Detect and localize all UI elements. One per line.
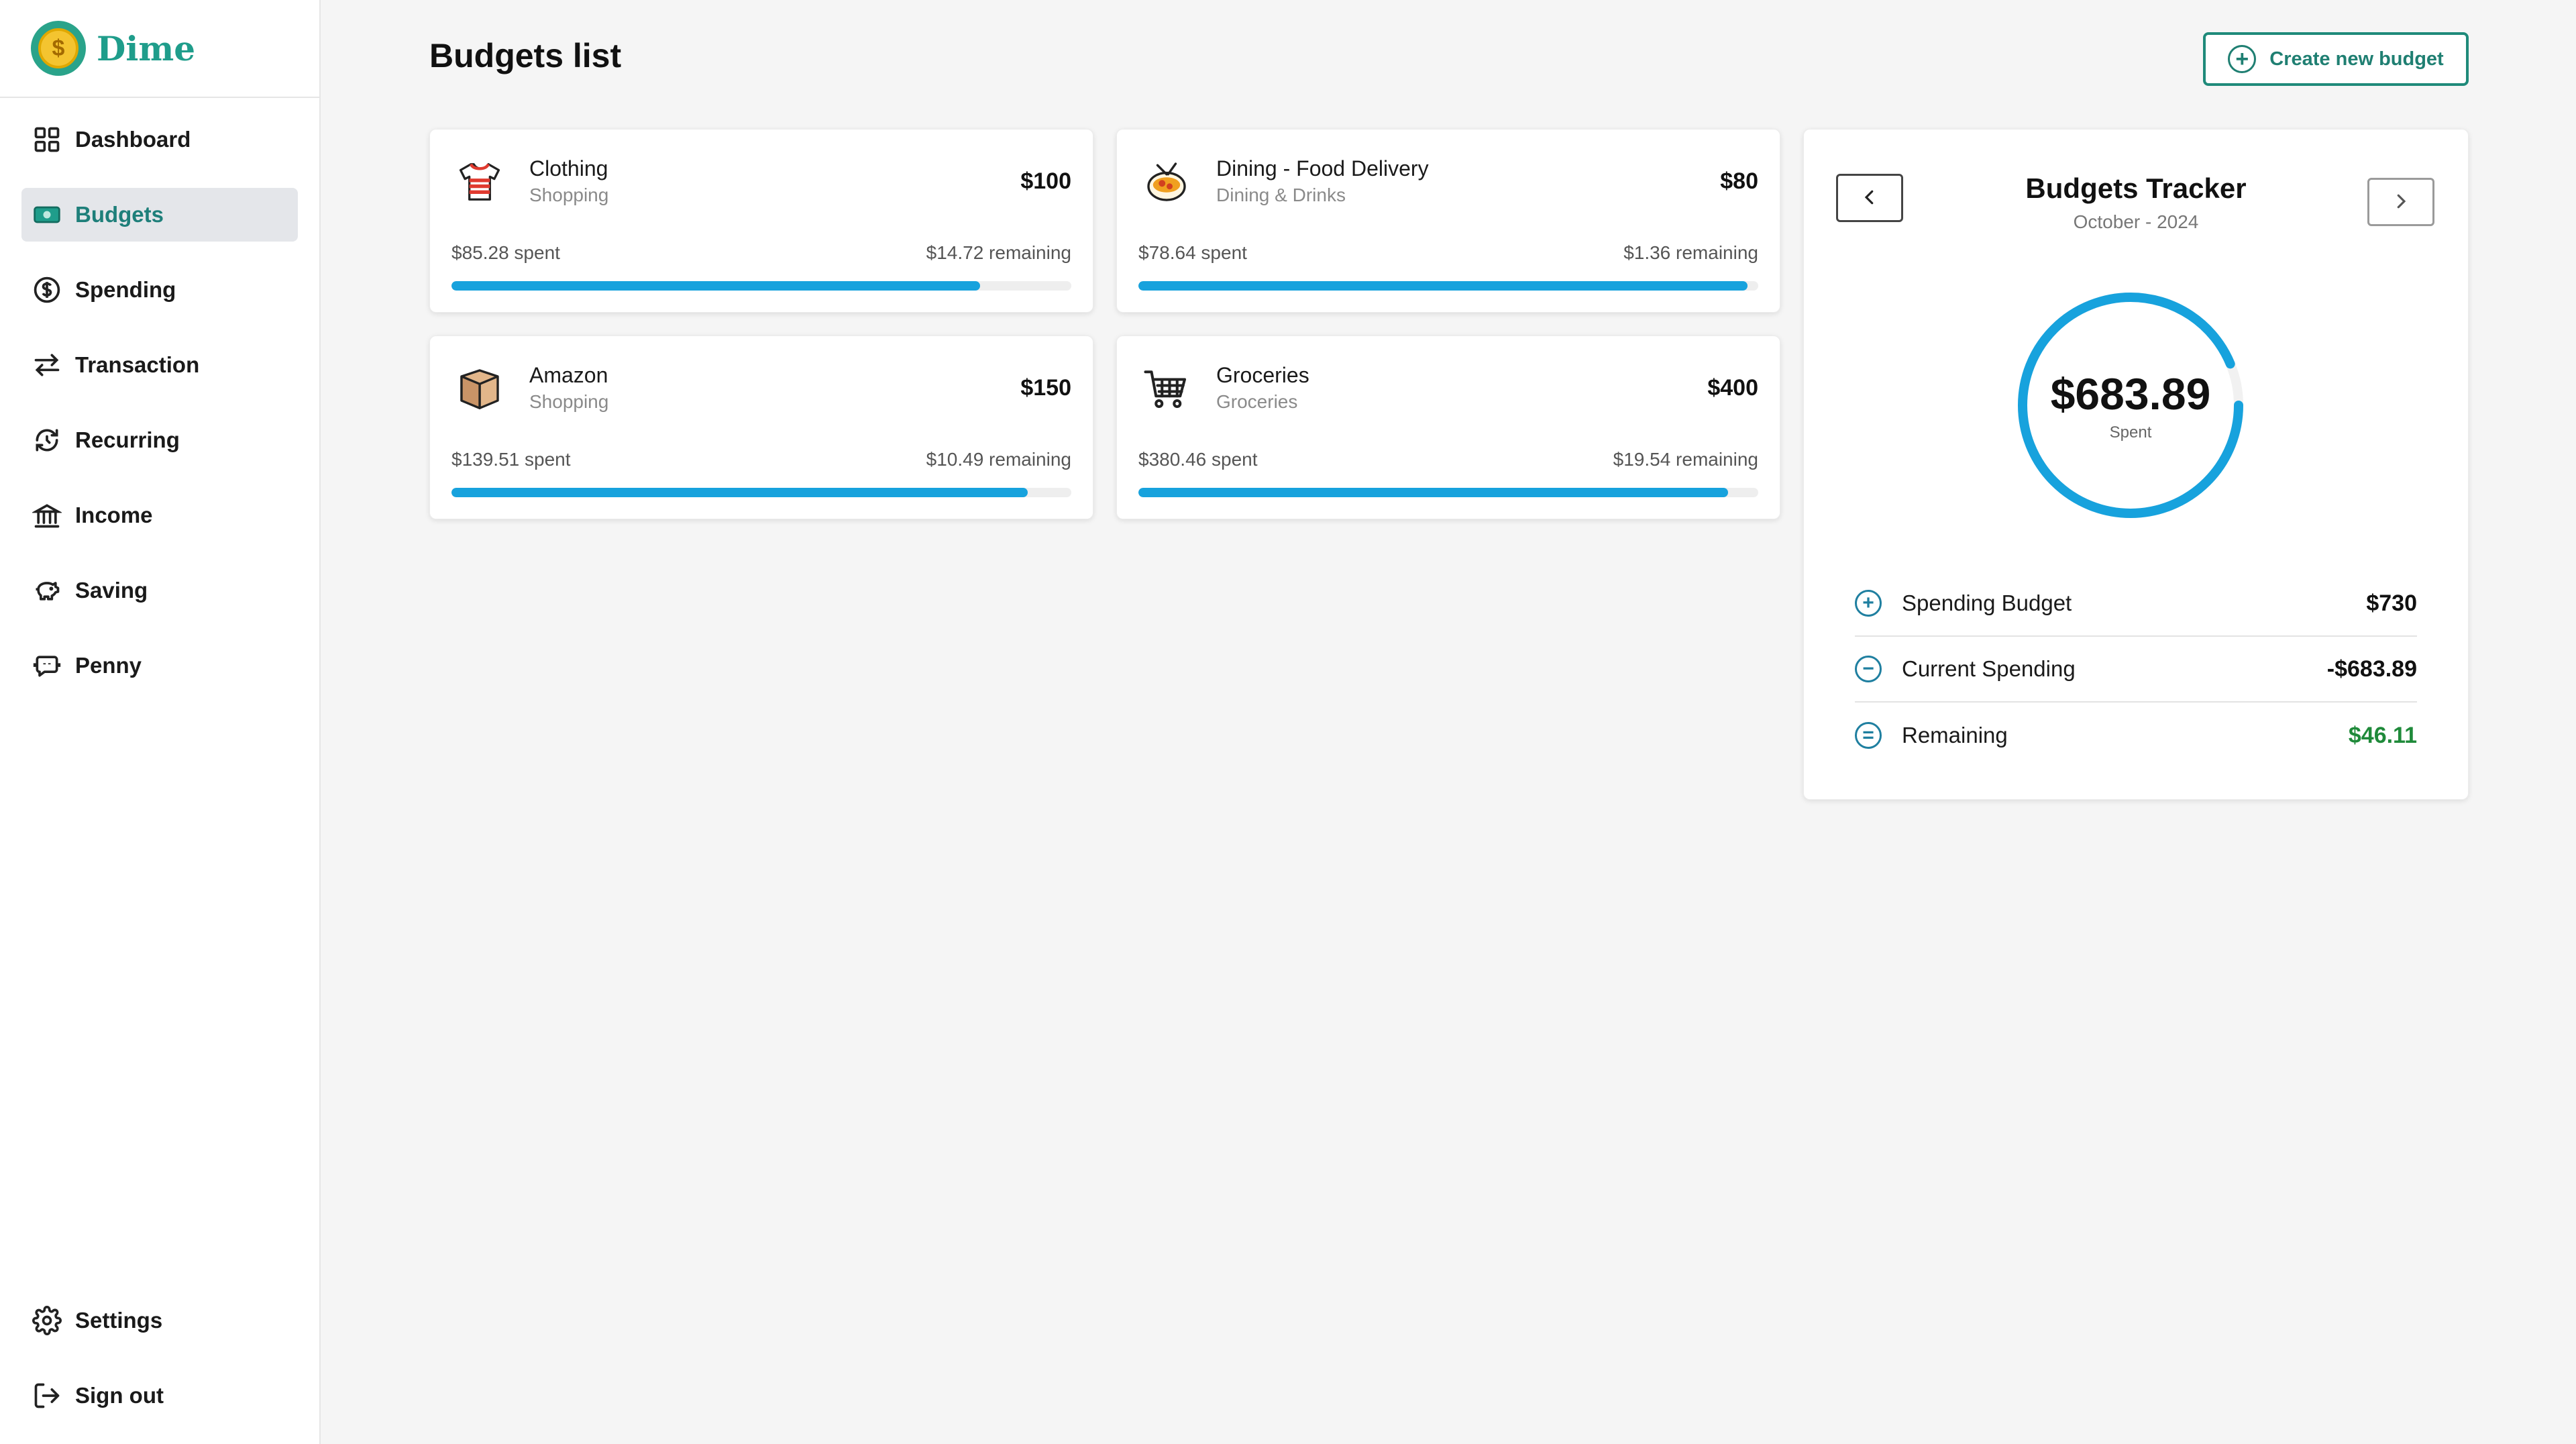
budget-name: Dining - Food Delivery [1216, 156, 1429, 180]
sign-out-icon [32, 1381, 62, 1410]
summary-label: Remaining [1902, 723, 2008, 747]
sidebar-item-transaction[interactable]: Transaction [21, 338, 298, 392]
chevron-right-icon [2391, 191, 2411, 213]
sidebar-item-label: Dashboard [75, 127, 191, 152]
budget-progress-fill [451, 281, 980, 291]
grid-icon [32, 125, 62, 154]
sidebar-item-label: Transaction [75, 352, 200, 377]
budget-remaining: $1.36 remaining [1623, 242, 1758, 263]
create-budget-label: Create new budget [2269, 48, 2444, 70]
budgets-tracker: Budgets Tracker October - 2024 $683.89 S… [1803, 129, 2469, 800]
sidebar: $ Dime Dashboard Budgets Spending Trans [0, 0, 321, 1444]
sidebar-item-label: Sign out [75, 1383, 164, 1408]
dollar-circle-icon [32, 275, 62, 305]
sidebar-item-dashboard[interactable]: Dashboard [21, 113, 298, 166]
coin-icon: $ [31, 21, 86, 76]
sidebar-item-label: Settings [75, 1308, 163, 1333]
budget-name: Groceries [1216, 363, 1309, 387]
sidebar-item-budgets[interactable]: Budgets [21, 188, 298, 242]
summary-value: -$683.89 [2326, 656, 2417, 682]
budget-amount: $100 [1020, 168, 1071, 194]
page-title: Budgets list [429, 37, 622, 74]
budget-category: Shopping [529, 185, 609, 205]
spent-donut-chart [2018, 293, 2243, 518]
tracker-period: October - 2024 [2073, 211, 2199, 232]
previous-month-button[interactable] [1836, 174, 1903, 222]
budget-category: Groceries [1216, 391, 1298, 412]
food-bowl-icon [1141, 156, 1192, 207]
budget-card[interactable]: Clothing Shopping $100 $85.28 spent $14.… [429, 129, 1093, 313]
budget-remaining: $19.54 remaining [1613, 449, 1758, 470]
summary-value: $730 [2366, 590, 2417, 616]
summary-row-spending-budget: + Spending Budget $730 [1855, 571, 2417, 637]
summary-row-remaining: = Remaining $46.11 [1855, 703, 2417, 768]
summary-label: Current Spending [1902, 656, 2076, 681]
spent-total: $683.89 [2050, 369, 2211, 419]
brand[interactable]: $ Dime [0, 0, 319, 98]
minus-circle-icon: − [1855, 656, 1882, 682]
budget-amount: $80 [1720, 168, 1758, 194]
budget-progress-fill [451, 488, 1028, 497]
sidebar-bottom: Settings Sign out [0, 1294, 319, 1444]
equals-circle-icon: = [1855, 722, 1882, 749]
budget-name: Amazon [529, 363, 608, 387]
budget-name: Clothing [529, 156, 608, 180]
brand-name: Dime [97, 28, 196, 68]
sidebar-item-label: Recurring [75, 427, 180, 452]
budget-category: Dining & Drinks [1216, 185, 1346, 205]
budget-remaining: $10.49 remaining [926, 449, 1071, 470]
budget-progress-track [1138, 488, 1758, 497]
sidebar-item-saving[interactable]: Saving [21, 564, 298, 617]
budget-spent: $139.51 spent [451, 449, 571, 470]
budget-category: Shopping [529, 391, 609, 412]
budget-spent: $78.64 spent [1138, 242, 1247, 263]
budget-amount: $150 [1020, 375, 1071, 401]
next-month-button[interactable] [2367, 178, 2434, 226]
sidebar-item-income[interactable]: Income [21, 488, 298, 542]
refresh-icon [32, 425, 62, 455]
sidebar-item-settings[interactable]: Settings [21, 1294, 298, 1347]
sidebar-item-sign-out[interactable]: Sign out [21, 1369, 298, 1423]
budget-spent: $85.28 spent [451, 242, 560, 263]
donut-progress-arc [2018, 293, 2243, 518]
budget-card[interactable]: Groceries Groceries $400 $380.46 spent $… [1116, 336, 1780, 519]
budget-card[interactable]: Amazon Shopping $150 $139.51 spent $10.4… [429, 336, 1093, 519]
budget-progress-track [1138, 281, 1758, 291]
gear-icon [32, 1306, 62, 1335]
budget-remaining: $14.72 remaining [926, 242, 1071, 263]
bank-icon [32, 501, 62, 530]
money-icon [32, 200, 62, 229]
sidebar-item-label: Penny [75, 653, 142, 678]
piggy-bank-icon [32, 576, 62, 605]
sidebar-item-label: Income [75, 503, 153, 527]
sidebar-nav: Dashboard Budgets Spending Transaction R… [0, 98, 319, 692]
budget-spent: $380.46 spent [1138, 449, 1258, 470]
package-icon [454, 363, 505, 414]
shirt-icon [454, 156, 505, 207]
create-budget-button[interactable]: + Create new budget [2203, 32, 2469, 86]
summary-label: Spending Budget [1902, 590, 2072, 615]
sidebar-item-penny[interactable]: Penny [21, 639, 298, 692]
budget-progress-fill [1138, 488, 1728, 497]
bot-icon [32, 651, 62, 680]
budget-amount: $400 [1707, 375, 1758, 401]
sidebar-item-label: Saving [75, 578, 148, 603]
sidebar-item-spending[interactable]: Spending [21, 263, 298, 317]
summary-row-current-spending: − Current Spending -$683.89 [1855, 637, 2417, 703]
budget-progress-track [451, 488, 1071, 497]
tracker-title: Budgets Tracker [2025, 172, 2247, 204]
plus-circle-icon: + [2228, 45, 2257, 73]
budget-card[interactable]: Dining - Food Delivery Dining & Drinks $… [1116, 129, 1780, 313]
cart-icon [1141, 363, 1192, 414]
sidebar-item-recurring[interactable]: Recurring [21, 413, 298, 467]
sidebar-item-label: Budgets [75, 202, 164, 227]
sidebar-item-label: Spending [75, 277, 176, 302]
spent-label: Spent [2109, 423, 2152, 442]
summary-value: $46.11 [2348, 722, 2417, 748]
plus-circle-icon: + [1855, 590, 1882, 617]
swap-arrows-icon [32, 350, 62, 380]
budget-progress-track [451, 281, 1071, 291]
chevron-left-icon [1860, 187, 1880, 209]
budget-progress-fill [1138, 281, 1748, 291]
